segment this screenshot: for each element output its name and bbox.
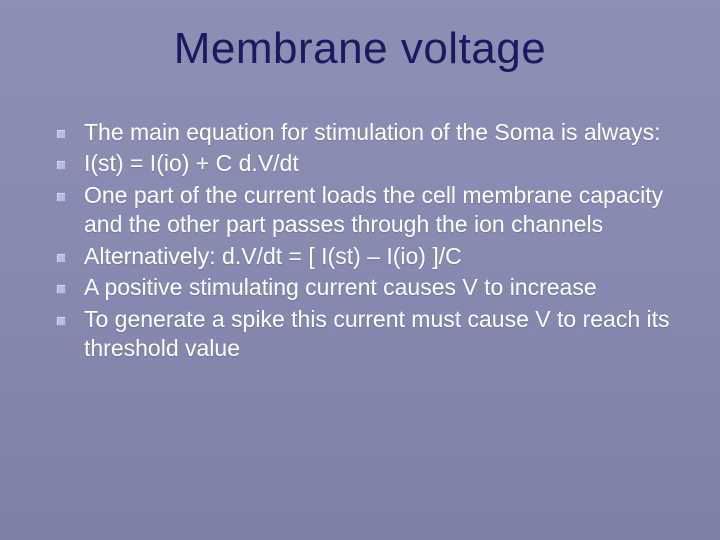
list-item: The main equation for stimulation of the… — [48, 118, 680, 147]
bullet-text: I(st) = I(io) + C d.V/dt — [84, 150, 299, 176]
bullet-text: To generate a spike this current must ca… — [84, 306, 670, 361]
bullet-text: One part of the current loads the cell m… — [84, 182, 663, 237]
list-item: One part of the current loads the cell m… — [48, 181, 680, 240]
bullet-list: The main equation for stimulation of the… — [40, 118, 680, 364]
bullet-text: A positive stimulating current causes V … — [84, 274, 597, 300]
square-bullet-icon — [56, 129, 66, 139]
square-bullet-icon — [56, 284, 66, 294]
square-bullet-icon — [56, 316, 66, 326]
list-item: Alternatively: d.V/dt = [ I(st) – I(io) … — [48, 242, 680, 271]
list-item: A positive stimulating current causes V … — [48, 273, 680, 302]
square-bullet-icon — [56, 253, 66, 263]
bullet-text: The main equation for stimulation of the… — [84, 119, 661, 145]
slide-title: Membrane voltage — [40, 24, 680, 74]
slide-container: Membrane voltage The main equation for s… — [0, 0, 720, 540]
list-item: I(st) = I(io) + C d.V/dt — [48, 149, 680, 178]
bullet-text: Alternatively: d.V/dt = [ I(st) – I(io) … — [84, 243, 462, 269]
square-bullet-icon — [56, 192, 66, 202]
square-bullet-icon — [56, 160, 66, 170]
list-item: To generate a spike this current must ca… — [48, 305, 680, 364]
